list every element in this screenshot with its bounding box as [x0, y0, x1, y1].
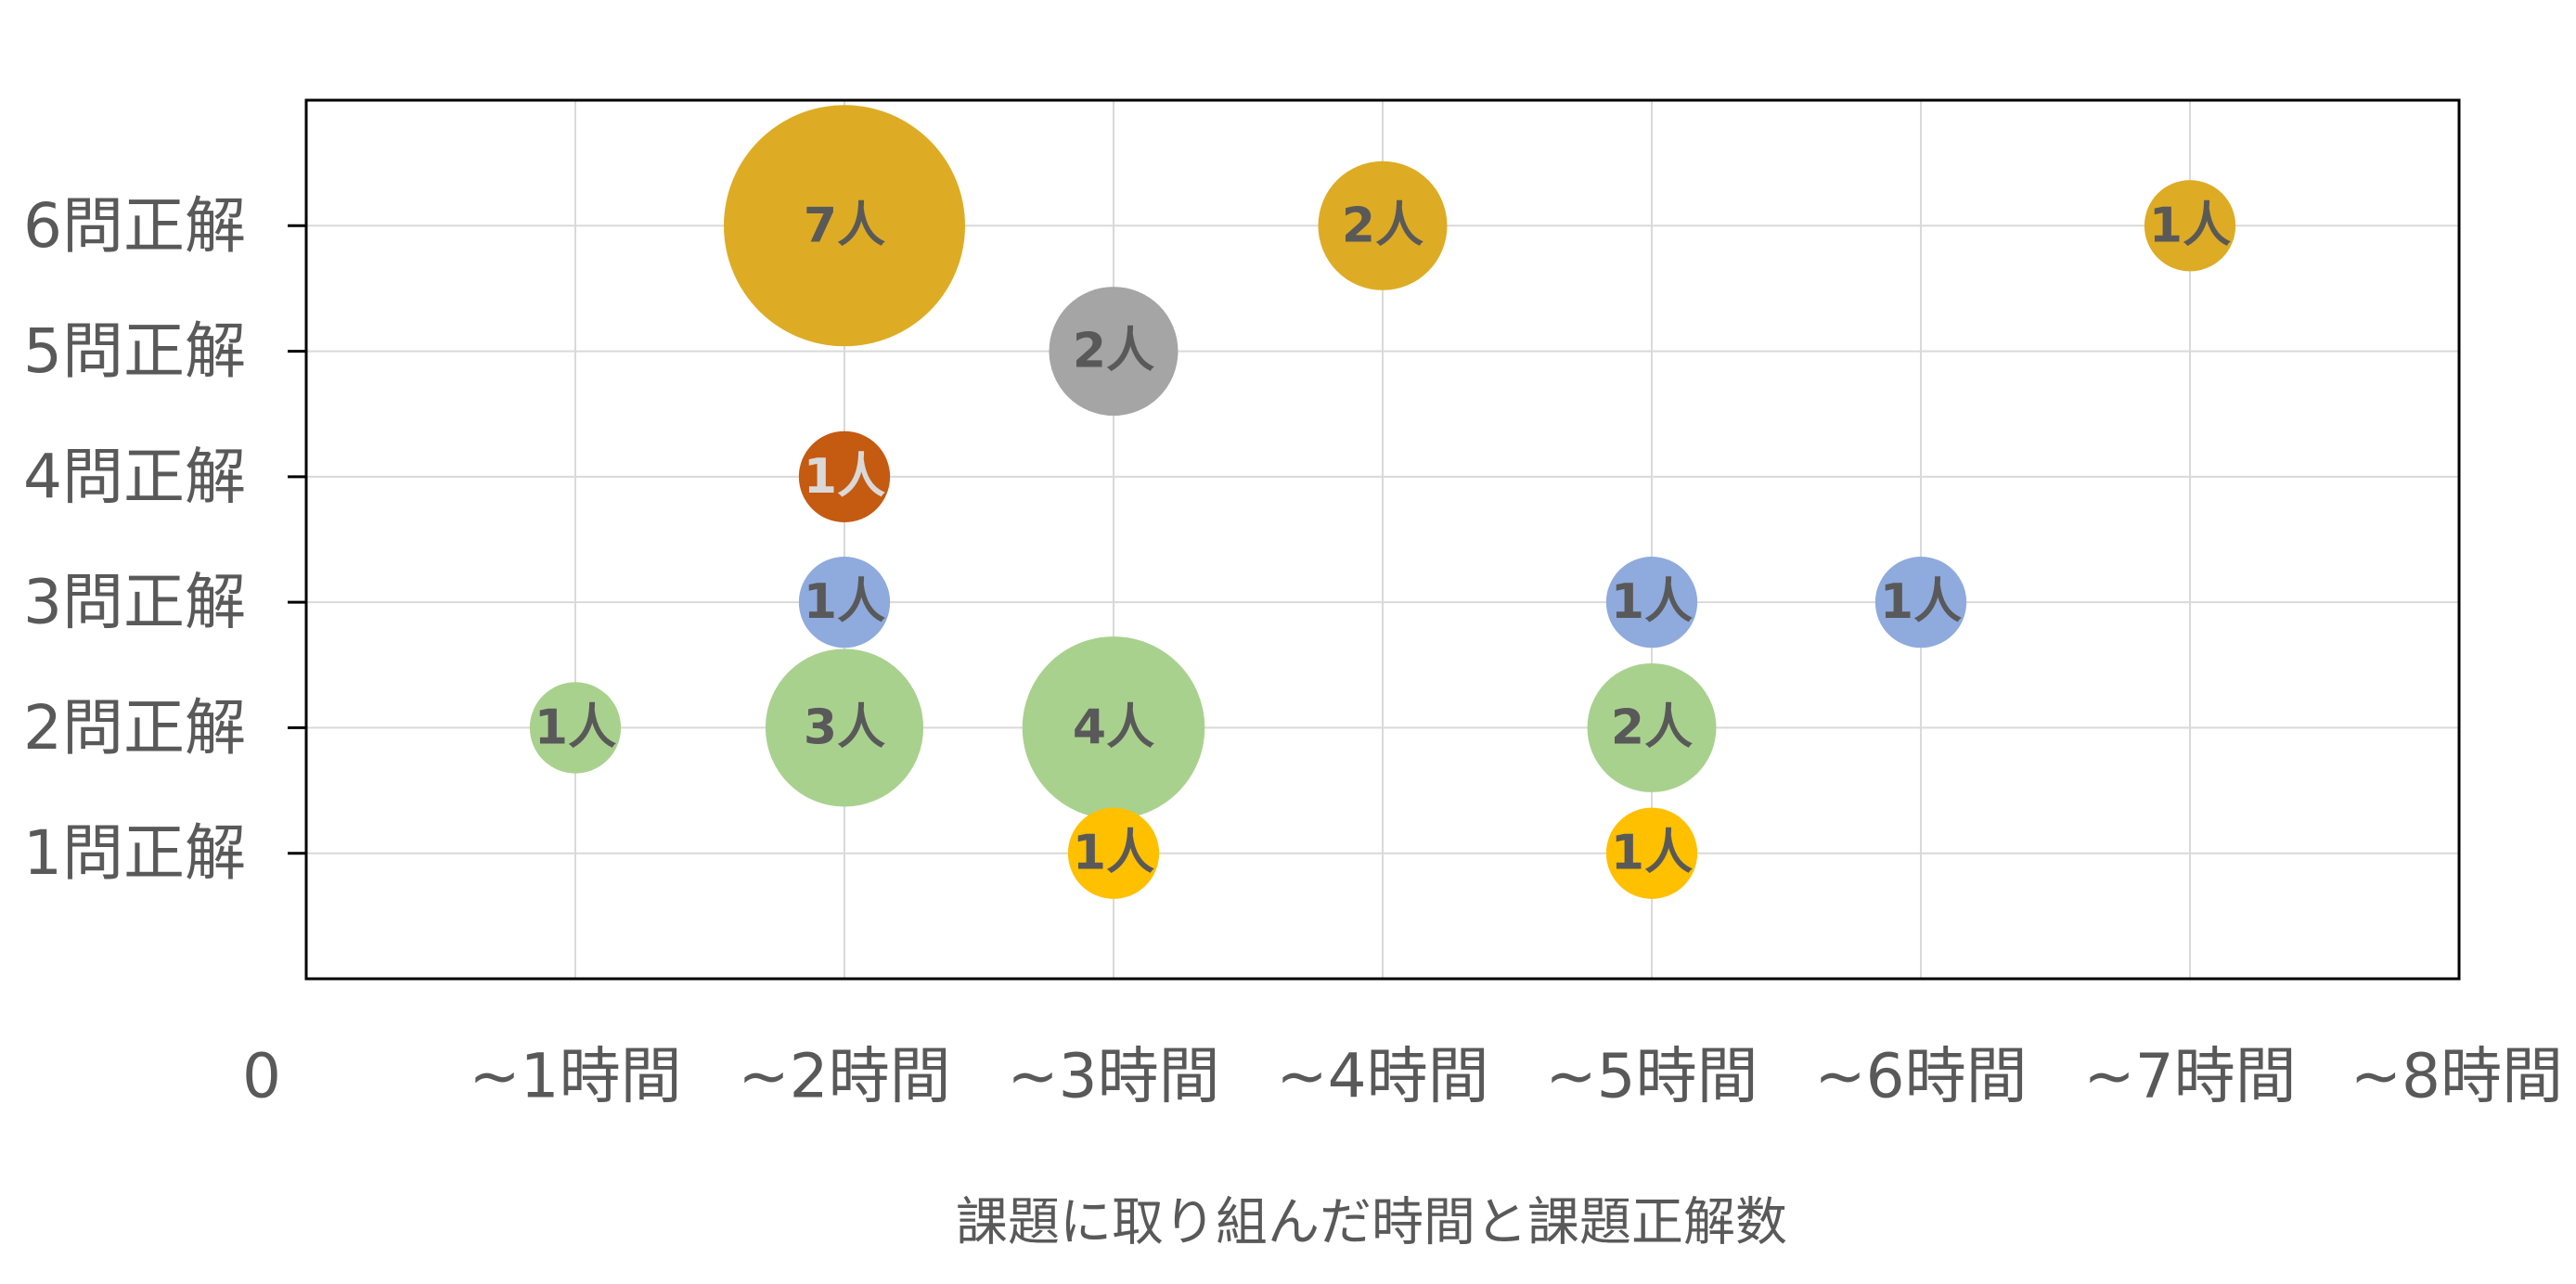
- y-tick-label: 1問正解: [23, 817, 246, 889]
- y-tick-label: 4問正解: [23, 441, 246, 512]
- bubble-data-label: 3人: [804, 700, 885, 755]
- bubble-point: [1605, 557, 1698, 648]
- bubble-data-label: 1人: [1611, 826, 1693, 881]
- bubble-data-labels: 7人 2人 1人 2人 1人 1人 1人 1人 1人 3人 4人 2人 1人 1人: [535, 198, 2231, 880]
- x-tick-label: ~7時間: [2083, 1041, 2296, 1112]
- bubble-data-label: 4人: [1073, 700, 1154, 755]
- bubble-point: [1318, 160, 1448, 290]
- bubble-point: [1067, 807, 1160, 899]
- bubble-point: [1022, 636, 1205, 819]
- bubble-point: [765, 648, 924, 807]
- bubble-data-label: 1人: [535, 700, 616, 755]
- bubble-point: [1049, 287, 1179, 417]
- bubble-data-label: 1人: [1880, 574, 1962, 630]
- x-tick-label: ~2時間: [738, 1041, 950, 1112]
- x-tick-label: ~3時間: [1007, 1041, 1219, 1112]
- x-tick-label: ~4時間: [1276, 1041, 1488, 1112]
- bubble-point: [798, 557, 891, 648]
- bubble-point: [1605, 807, 1698, 899]
- plot-area-border: [304, 98, 2461, 981]
- bubble-point: [724, 105, 965, 347]
- x-tick-label: ~6時間: [1814, 1041, 2027, 1112]
- bubble-data-label: 1人: [1611, 574, 1693, 630]
- bubble-point: [798, 430, 891, 522]
- bubble-point: [529, 682, 622, 774]
- bubble-point: [2144, 180, 2236, 272]
- x-tick-label: ~5時間: [1545, 1041, 1758, 1112]
- y-tick-label: 3問正解: [23, 567, 246, 638]
- bubble-data-label: 1人: [804, 574, 885, 630]
- y-tick-label: 6問正解: [23, 190, 246, 262]
- x-tick-label: ~1時間: [469, 1041, 681, 1112]
- bubble-data-label: 1人: [1073, 826, 1154, 881]
- x-axis-tick-labels: 0 ~1時間 ~2時間 ~3時間 ~4時間 ~5時間 ~6時間 ~7時間 ~8時間: [242, 1041, 2563, 1112]
- axis-tick-marks: [288, 224, 306, 855]
- bubble-data-label: 1人: [804, 449, 885, 505]
- bubble-point: [1587, 662, 1717, 792]
- bubble-data-label: 7人: [804, 198, 885, 253]
- bubble-data-label: 2人: [1342, 198, 1423, 253]
- x-axis-title: 課題に取り組んだ時間と課題正解数: [956, 1193, 1787, 1253]
- y-tick-label: 2問正解: [23, 692, 246, 764]
- bubble-data-label: 2人: [1073, 324, 1154, 379]
- y-tick-label: 5問正解: [23, 315, 246, 387]
- bubble-point: [1874, 557, 1967, 648]
- x-tick-label: 0: [242, 1041, 281, 1112]
- y-axis-tick-labels: 1問正解 2問正解 3問正解 4問正解 5問正解 6問正解: [23, 190, 246, 889]
- bubble-series: [529, 105, 2236, 899]
- x-tick-label: ~8時間: [2351, 1041, 2563, 1112]
- bubble-data-label: 2人: [1611, 700, 1693, 755]
- bubble-data-label: 1人: [2149, 198, 2231, 253]
